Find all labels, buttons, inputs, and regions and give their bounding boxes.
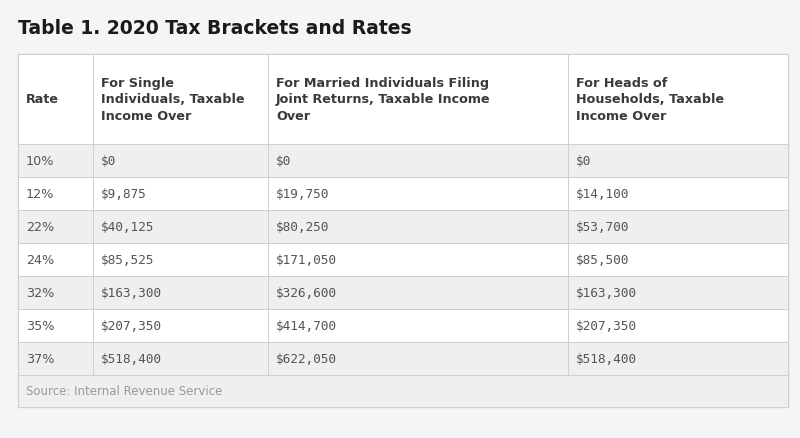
Text: $0: $0 (276, 155, 291, 168)
Bar (93, 177, 268, 211)
Text: $85,525: $85,525 (101, 254, 154, 266)
Bar (268, 342, 568, 375)
Bar (568, 244, 788, 276)
Text: $0: $0 (101, 155, 116, 168)
Text: $326,600: $326,600 (276, 286, 337, 299)
Text: $163,300: $163,300 (101, 286, 162, 299)
Bar (93, 309, 268, 342)
Bar (93, 342, 268, 375)
Bar (93, 55, 268, 145)
Bar (18, 177, 93, 211)
Bar (568, 177, 788, 211)
Bar (18, 244, 93, 276)
Text: 22%: 22% (26, 220, 54, 233)
Text: For Single
Individuals, Taxable
Income Over: For Single Individuals, Taxable Income O… (101, 77, 245, 123)
Text: 10%: 10% (26, 155, 54, 168)
Bar (568, 342, 788, 375)
Text: $518,400: $518,400 (101, 352, 162, 365)
Text: 32%: 32% (26, 286, 54, 299)
Bar (18, 211, 93, 244)
Text: $9,875: $9,875 (101, 187, 146, 201)
Text: $19,750: $19,750 (276, 187, 330, 201)
Text: $207,350: $207,350 (576, 319, 637, 332)
Bar (268, 177, 568, 211)
Text: $171,050: $171,050 (276, 254, 337, 266)
Text: $80,250: $80,250 (276, 220, 330, 233)
Text: $40,125: $40,125 (101, 220, 154, 233)
Text: For Heads of
Households, Taxable
Income Over: For Heads of Households, Taxable Income … (576, 77, 724, 123)
Text: $163,300: $163,300 (576, 286, 637, 299)
Bar (568, 211, 788, 244)
Text: For Married Individuals Filing
Joint Returns, Taxable Income
Over: For Married Individuals Filing Joint Ret… (276, 77, 490, 123)
Text: $85,500: $85,500 (576, 254, 630, 266)
Text: 37%: 37% (26, 352, 54, 365)
Bar (268, 211, 568, 244)
Bar (18, 55, 788, 407)
Bar (93, 276, 268, 309)
Text: 24%: 24% (26, 254, 54, 266)
Bar (18, 145, 93, 177)
Text: $53,700: $53,700 (576, 220, 630, 233)
Text: $14,100: $14,100 (576, 187, 630, 201)
Bar (18, 276, 93, 309)
Bar (93, 211, 268, 244)
Bar (568, 145, 788, 177)
Bar (93, 145, 268, 177)
Text: Table 1. 2020 Tax Brackets and Rates: Table 1. 2020 Tax Brackets and Rates (18, 18, 412, 37)
Bar (268, 244, 568, 276)
Bar (18, 375, 788, 407)
Bar (268, 309, 568, 342)
Bar (18, 342, 93, 375)
Text: Source: Internal Revenue Service: Source: Internal Revenue Service (26, 385, 222, 398)
Bar (93, 244, 268, 276)
Bar (268, 276, 568, 309)
Text: 12%: 12% (26, 187, 54, 201)
Bar (268, 145, 568, 177)
Text: $622,050: $622,050 (276, 352, 337, 365)
Bar (568, 55, 788, 145)
Bar (268, 55, 568, 145)
Text: $0: $0 (576, 155, 591, 168)
Bar (568, 276, 788, 309)
Text: Rate: Rate (26, 93, 59, 106)
Bar (568, 309, 788, 342)
Text: $518,400: $518,400 (576, 352, 637, 365)
Bar (18, 309, 93, 342)
Text: 35%: 35% (26, 319, 54, 332)
Text: $207,350: $207,350 (101, 319, 162, 332)
Bar (18, 55, 93, 145)
Text: $414,700: $414,700 (276, 319, 337, 332)
